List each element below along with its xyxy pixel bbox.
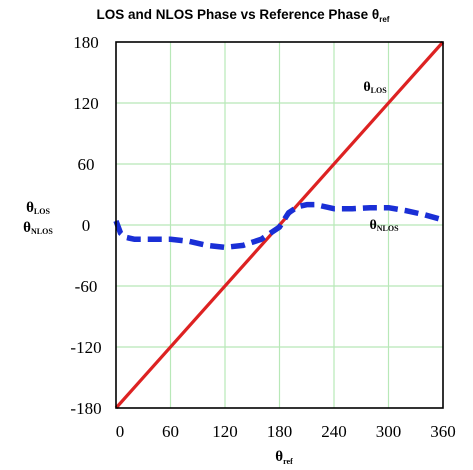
series-label-nlos-main: θ — [369, 218, 376, 233]
series-label-los: θLOS — [363, 80, 387, 95]
x-tick-label: 60 — [162, 422, 179, 441]
x-tick-label: 300 — [376, 422, 402, 441]
x-tick-label: 0 — [116, 422, 125, 441]
y-axis-label-nlos-subscript: NLOS — [31, 227, 53, 236]
y-axis-label-los-main: θ — [26, 200, 34, 216]
series-label-los-main: θ — [363, 80, 370, 95]
y-axis-label-nlos: θNLOS — [23, 220, 53, 236]
x-tick-label: 360 — [430, 422, 456, 441]
x-axis-label-subscript: ref — [283, 457, 293, 466]
y-tick-label: 180 — [73, 33, 99, 52]
x-tick-label: 240 — [321, 422, 347, 441]
chart-title-subscript: ref — [379, 15, 390, 24]
series-lines — [113, 40, 445, 410]
x-axis-label: θref — [275, 449, 293, 466]
chart-title-main: LOS and NLOS Phase vs Reference Phase θ — [97, 7, 380, 22]
y-axis-label-los: θLOS — [26, 200, 50, 216]
y-axis-label-nlos-main: θ — [23, 220, 31, 236]
x-tick-label: 120 — [212, 422, 238, 441]
y-tick-label: -120 — [70, 338, 101, 357]
series-label-nlos-subscript: NLOS — [377, 224, 399, 233]
x-tick-label: 180 — [267, 422, 293, 441]
y-tick-label: 60 — [78, 155, 95, 174]
x-axis-label-main: θ — [275, 449, 283, 465]
chart-title: LOS and NLOS Phase vs Reference Phase θr… — [97, 7, 390, 24]
grid-lines — [116, 42, 443, 408]
y-tick-label: 120 — [73, 94, 99, 113]
y-tick-label: 0 — [82, 216, 91, 235]
series-label-nlos: θNLOS — [369, 218, 399, 233]
y-tick-label: -60 — [75, 277, 98, 296]
series-label-los-subscript: LOS — [371, 86, 388, 95]
series-line-nlos — [113, 201, 444, 251]
y-axis-label-los-subscript: LOS — [34, 207, 51, 216]
y-tick-label: -180 — [70, 399, 101, 418]
plot-frame — [115, 41, 444, 409]
axis-tick-labels: 180 120 60 0 -60 -120 -180 0 60 120 180 240 300 360 — [70, 33, 455, 441]
